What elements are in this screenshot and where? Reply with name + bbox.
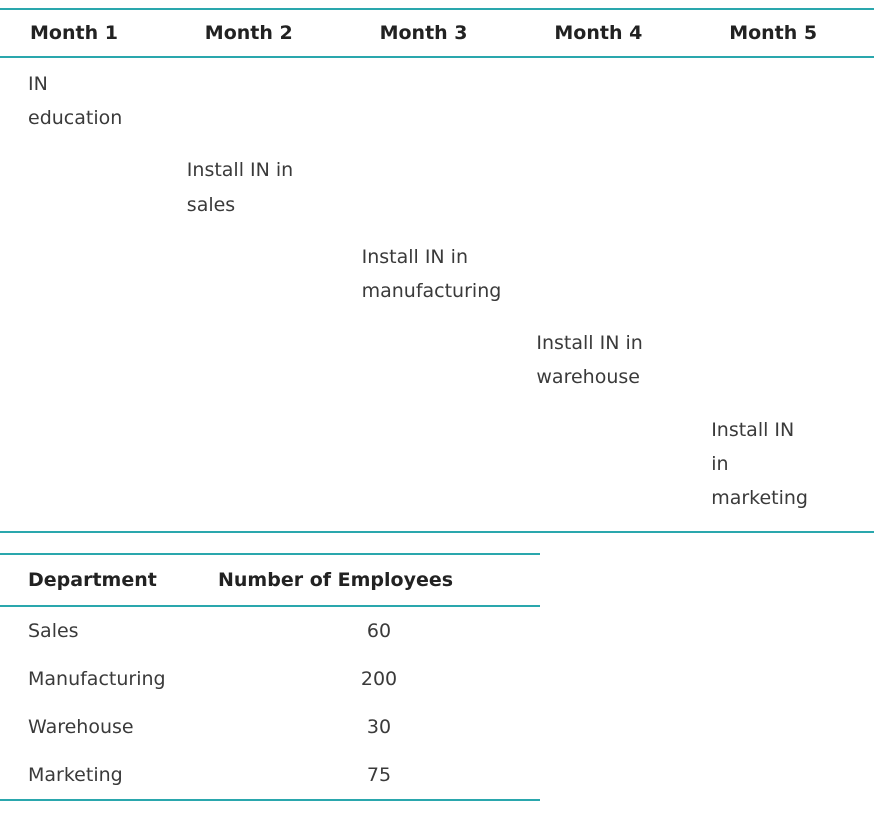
rollout-header-month-2: Month 2 — [174, 8, 350, 58]
rollout-cell — [0, 144, 175, 230]
rollout-cell — [524, 57, 699, 144]
table-row: Warehouse 30 — [0, 703, 540, 751]
rollout-table: Month 1 Month 2 Month 3 Month 4 Month 5 … — [0, 8, 874, 534]
table-row: Marketing 75 — [0, 751, 540, 802]
rollout-header-month-1: Month 1 — [0, 8, 175, 58]
rollout-cell — [699, 317, 874, 403]
rollout-cell — [524, 231, 699, 317]
rollout-cell: Install IN in warehouse — [536, 332, 643, 389]
rollout-row: Install IN in manufacturing — [0, 231, 874, 317]
department-column-header: Department — [0, 553, 218, 608]
rollout-row: Install IN in marketing — [0, 403, 874, 534]
rollout-cell — [175, 231, 350, 317]
rollout-row: IN education — [0, 57, 874, 144]
rollout-cell: Install IN in manufacturing — [361, 245, 502, 302]
rollout-cell — [699, 144, 874, 230]
rollout-cell — [174, 403, 350, 534]
department-cell: Marketing — [0, 751, 218, 802]
rollout-cell — [699, 231, 874, 317]
rollout-cell: Install IN in sales — [186, 159, 294, 216]
rollout-cell — [175, 317, 350, 403]
rollout-cell — [175, 57, 350, 144]
employees-cell: 60 — [366, 620, 392, 643]
table-row: Manufacturing 200 — [0, 655, 540, 703]
rollout-cell — [350, 57, 525, 144]
rollout-header-row: Month 1 Month 2 Month 3 Month 4 Month 5 — [0, 8, 874, 58]
rollout-cell — [0, 231, 175, 317]
rollout-cell: Install IN in marketing — [699, 403, 874, 534]
rollout-row: Install IN in warehouse — [0, 317, 874, 403]
department-cell: Manufacturing — [28, 668, 166, 691]
rollout-cell — [350, 317, 525, 403]
rollout-cell: IN education — [28, 73, 123, 130]
rollout-row: Install IN in sales — [0, 144, 874, 230]
rollout-cell — [349, 403, 525, 534]
employees-cell: 75 — [218, 751, 540, 802]
rollout-cell — [0, 403, 175, 534]
rollout-cell — [524, 403, 700, 534]
rollout-cell — [350, 144, 525, 230]
department-table: Department Number of Employees Sales 60 … — [0, 553, 540, 802]
employees-cell: 30 — [366, 716, 392, 739]
rollout-header-month-3: Month 3 — [349, 8, 525, 58]
table-row: Sales 60 — [0, 606, 540, 655]
rollout-cell — [0, 317, 175, 403]
department-cell: Warehouse — [28, 716, 134, 739]
department-cell: Sales — [28, 620, 79, 643]
employees-column-header: Number of Employees — [218, 553, 540, 608]
rollout-header-month-5: Month 5 — [699, 8, 874, 58]
department-header-row: Department Number of Employees — [0, 553, 540, 608]
rollout-cell — [524, 144, 699, 230]
rollout-header-month-4: Month 4 — [524, 8, 700, 58]
rollout-cell — [699, 57, 874, 144]
employees-cell: 200 — [360, 668, 398, 691]
